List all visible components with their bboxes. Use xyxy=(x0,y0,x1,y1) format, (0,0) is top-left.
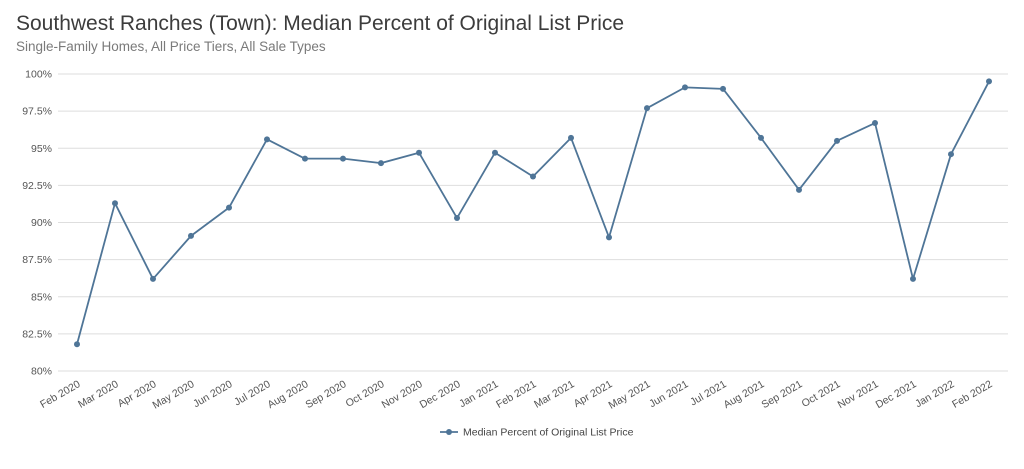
y-tick-label: 85% xyxy=(31,291,52,303)
y-tick-label: 87.5% xyxy=(22,254,52,266)
x-tick-label: Jun 2021 xyxy=(647,378,691,410)
data-point xyxy=(796,186,802,193)
x-tick-label: Nov 2020 xyxy=(380,378,425,411)
x-tick-label: Mar 2020 xyxy=(76,378,121,411)
x-tick-label: Feb 2022 xyxy=(950,378,995,411)
data-point xyxy=(112,200,118,207)
data-point xyxy=(226,204,232,211)
data-point xyxy=(188,232,194,239)
data-point xyxy=(682,84,688,91)
chart-title: Southwest Ranches (Town): Median Percent… xyxy=(16,12,625,35)
data-point xyxy=(416,149,422,156)
data-point xyxy=(340,155,346,162)
x-tick-label: Feb 2021 xyxy=(494,378,539,411)
x-tick-label: Sep 2021 xyxy=(760,378,805,411)
data-point xyxy=(302,155,308,162)
data-point xyxy=(454,215,460,222)
data-point xyxy=(834,137,840,144)
x-tick-label: Sep 2020 xyxy=(304,378,349,411)
x-tick-label: May 2020 xyxy=(151,378,197,412)
data-point xyxy=(758,134,764,141)
x-tick-label: Oct 2021 xyxy=(800,378,843,410)
data-point xyxy=(492,149,498,156)
data-point xyxy=(986,78,992,85)
legend: Median Percent of Original List Price xyxy=(440,427,634,439)
x-tick-label: Dec 2020 xyxy=(418,378,463,411)
x-tick-label: Aug 2020 xyxy=(266,378,311,411)
data-point xyxy=(378,160,384,167)
x-tick-label: Feb 2020 xyxy=(38,378,83,411)
y-tick-label: 97.5% xyxy=(22,106,52,118)
data-point xyxy=(606,234,612,241)
data-point xyxy=(720,85,726,92)
x-tick-label: Jun 2020 xyxy=(191,378,235,410)
data-point xyxy=(568,134,574,141)
x-tick-label: May 2021 xyxy=(607,378,653,412)
legend-marker xyxy=(446,429,452,435)
data-point xyxy=(948,151,954,158)
y-tick-label: 82.5% xyxy=(22,328,52,340)
x-tick-label: Oct 2020 xyxy=(344,378,387,410)
y-tick-label: 95% xyxy=(31,143,52,155)
y-tick-label: 80% xyxy=(31,366,52,378)
x-tick-label: Nov 2021 xyxy=(836,378,881,411)
x-tick-label: Dec 2021 xyxy=(874,378,919,411)
series-line xyxy=(76,81,990,345)
data-point xyxy=(74,341,80,348)
y-tick-label: 92.5% xyxy=(22,180,52,192)
legend-label: Median Percent of Original List Price xyxy=(463,427,634,439)
data-point xyxy=(264,136,270,143)
data-point xyxy=(644,105,650,112)
y-tick-label: 90% xyxy=(31,217,52,229)
data-point xyxy=(530,173,536,180)
x-tick-label: Aug 2021 xyxy=(722,378,767,411)
x-tick-label: Mar 2021 xyxy=(532,378,577,411)
data-point xyxy=(910,275,916,282)
chart-subtitle: Single-Family Homes, All Price Tiers, Al… xyxy=(16,39,326,54)
data-point xyxy=(150,275,156,282)
x-tick-label: Jan 2021 xyxy=(457,378,501,410)
data-point xyxy=(872,120,878,127)
x-tick-label: Jan 2022 xyxy=(913,378,957,410)
y-tick-label: 100% xyxy=(25,69,52,81)
